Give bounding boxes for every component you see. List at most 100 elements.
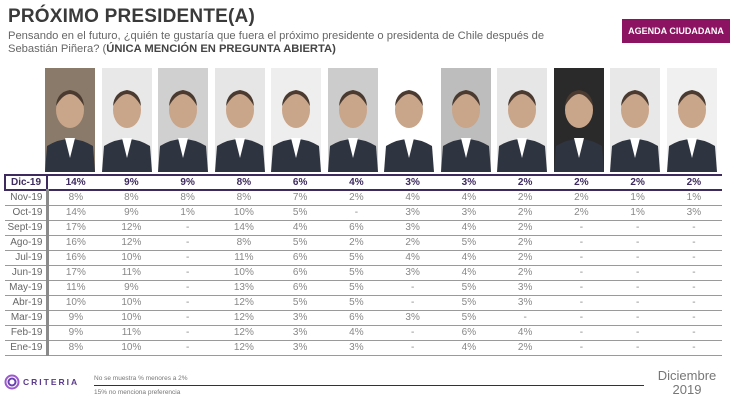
table-cell: 2%: [497, 174, 554, 191]
table-cell: -: [553, 295, 610, 311]
table-cell: 3%: [440, 174, 497, 191]
table-cell: -: [159, 310, 216, 326]
table-cell: -: [665, 235, 722, 251]
footer-divider: [94, 385, 644, 386]
table-cell: 8%: [215, 174, 272, 191]
table-cell: 5%: [440, 235, 497, 251]
table-row: Oct-19 14% 9% 1% 10% 5% -3% 3% 2% 2% 1% 3%: [5, 205, 722, 221]
report-date: Diciembre 2019: [650, 369, 724, 397]
table-cell: -: [159, 280, 216, 296]
table-cell: -: [609, 265, 666, 281]
date-year: 2019: [672, 382, 702, 397]
table-cell: 8%: [47, 190, 104, 206]
table-row: Abr-19 10% 10% -12% 5% 5% -5% 3% - - -: [5, 295, 722, 311]
table-cell: -: [609, 340, 666, 356]
table-cell: -: [328, 205, 385, 221]
table-row: Ago-19 16% 12% -8% 5% 2% 2% 5% 2% - - -: [5, 235, 722, 251]
candidate-photo: [666, 68, 717, 172]
table-cell: -: [609, 220, 666, 236]
table-cell: 9%: [47, 310, 104, 326]
logo-text: CRITERIA: [23, 377, 80, 387]
table-cell: 11%: [103, 325, 160, 341]
table-cell: 9%: [103, 280, 160, 296]
table-cell: 9%: [103, 205, 160, 221]
table-cell: 3%: [440, 205, 497, 221]
table-cell: 6%: [272, 280, 329, 296]
table-cell: 12%: [215, 340, 272, 356]
table-cell: 3%: [497, 280, 554, 296]
table-cell: -: [553, 280, 610, 296]
table-cell: 5%: [272, 235, 329, 251]
question: Pensando en el futuro, ¿quién te gustarí…: [8, 30, 545, 55]
table-cell: 1%: [609, 190, 666, 206]
candidate-photo: [497, 68, 547, 172]
table-cell: -: [553, 235, 610, 251]
table-cell: -: [159, 250, 216, 266]
table-cell: 16%: [47, 250, 104, 266]
table-cell: -: [609, 325, 666, 341]
table-cell: -: [553, 325, 610, 341]
table-cell: 3%: [272, 325, 329, 341]
candidate-photo: [45, 68, 95, 172]
table-cell: 3%: [384, 205, 441, 221]
table-cell: 10%: [215, 265, 272, 281]
candidate-photo: [610, 68, 660, 172]
table-cell: 11%: [103, 265, 160, 281]
candidate-photo: [214, 68, 265, 172]
table-cell: -: [384, 340, 441, 356]
table-cell: 3%: [272, 310, 329, 326]
table-cell: 2%: [553, 174, 610, 191]
section-badge: AGENDA CIUDADANA: [622, 19, 730, 43]
table-cell: 12%: [215, 295, 272, 311]
table-cell: -: [497, 310, 554, 326]
footnote-threshold: No se muestra % menores a 2%: [94, 375, 188, 382]
table-cell: 9%: [103, 174, 160, 191]
candidate-photo: [327, 68, 378, 172]
table-cell: 5%: [328, 295, 385, 311]
table-cell: -: [159, 235, 216, 251]
candidate-photo: [553, 68, 604, 172]
table-cell: 1%: [609, 205, 666, 221]
table-cell: 3%: [665, 205, 722, 221]
table-cell: 5%: [328, 265, 385, 281]
row-label: Jul-19: [5, 250, 49, 266]
table-cell: 8%: [215, 235, 272, 251]
table-cell: -: [384, 280, 441, 296]
table-cell: 6%: [328, 220, 385, 236]
row-label: Abr-19: [5, 295, 49, 311]
table-cell: 8%: [215, 190, 272, 206]
table-cell: -: [553, 250, 610, 266]
table-cell: 2%: [497, 235, 554, 251]
table-cell: 2%: [497, 205, 554, 221]
table-cell: -: [665, 325, 722, 341]
table-cell: -: [553, 340, 610, 356]
table-cell: 6%: [272, 250, 329, 266]
table-row: Jun-19 17% 11% -10% 6% 5% 3% 4% 2% - - -: [5, 265, 722, 281]
table-cell: 8%: [103, 190, 160, 206]
table-cell: 4%: [328, 325, 385, 341]
table-cell: 5%: [328, 280, 385, 296]
candidate-photo: [271, 68, 321, 172]
row-label: Jun-19: [5, 265, 49, 281]
criteria-logo-icon: [4, 374, 20, 390]
table-cell: -: [159, 325, 216, 341]
table-cell: 9%: [47, 325, 104, 341]
table-cell: 2%: [609, 174, 666, 191]
table-cell: 4%: [440, 250, 497, 266]
table-cell: 4%: [440, 220, 497, 236]
table-cell: 2%: [384, 235, 441, 251]
table-row: Mar-19 9% 10% -12% 3% 6% 3% 5% - - - -: [5, 310, 722, 326]
table-cell: 4%: [384, 250, 441, 266]
table-cell: 10%: [103, 310, 160, 326]
table-cell: 10%: [47, 295, 104, 311]
table-cell: 12%: [103, 235, 160, 251]
table-cell: -: [553, 265, 610, 281]
table-cell: -: [384, 325, 441, 341]
table-cell: 2%: [497, 250, 554, 266]
table-cell: 5%: [440, 295, 497, 311]
table-cell: -: [609, 295, 666, 311]
table-cell: -: [159, 340, 216, 356]
row-label: Mar-19: [5, 310, 49, 326]
row-label: Feb-19: [5, 325, 49, 341]
table-cell: 6%: [328, 310, 385, 326]
